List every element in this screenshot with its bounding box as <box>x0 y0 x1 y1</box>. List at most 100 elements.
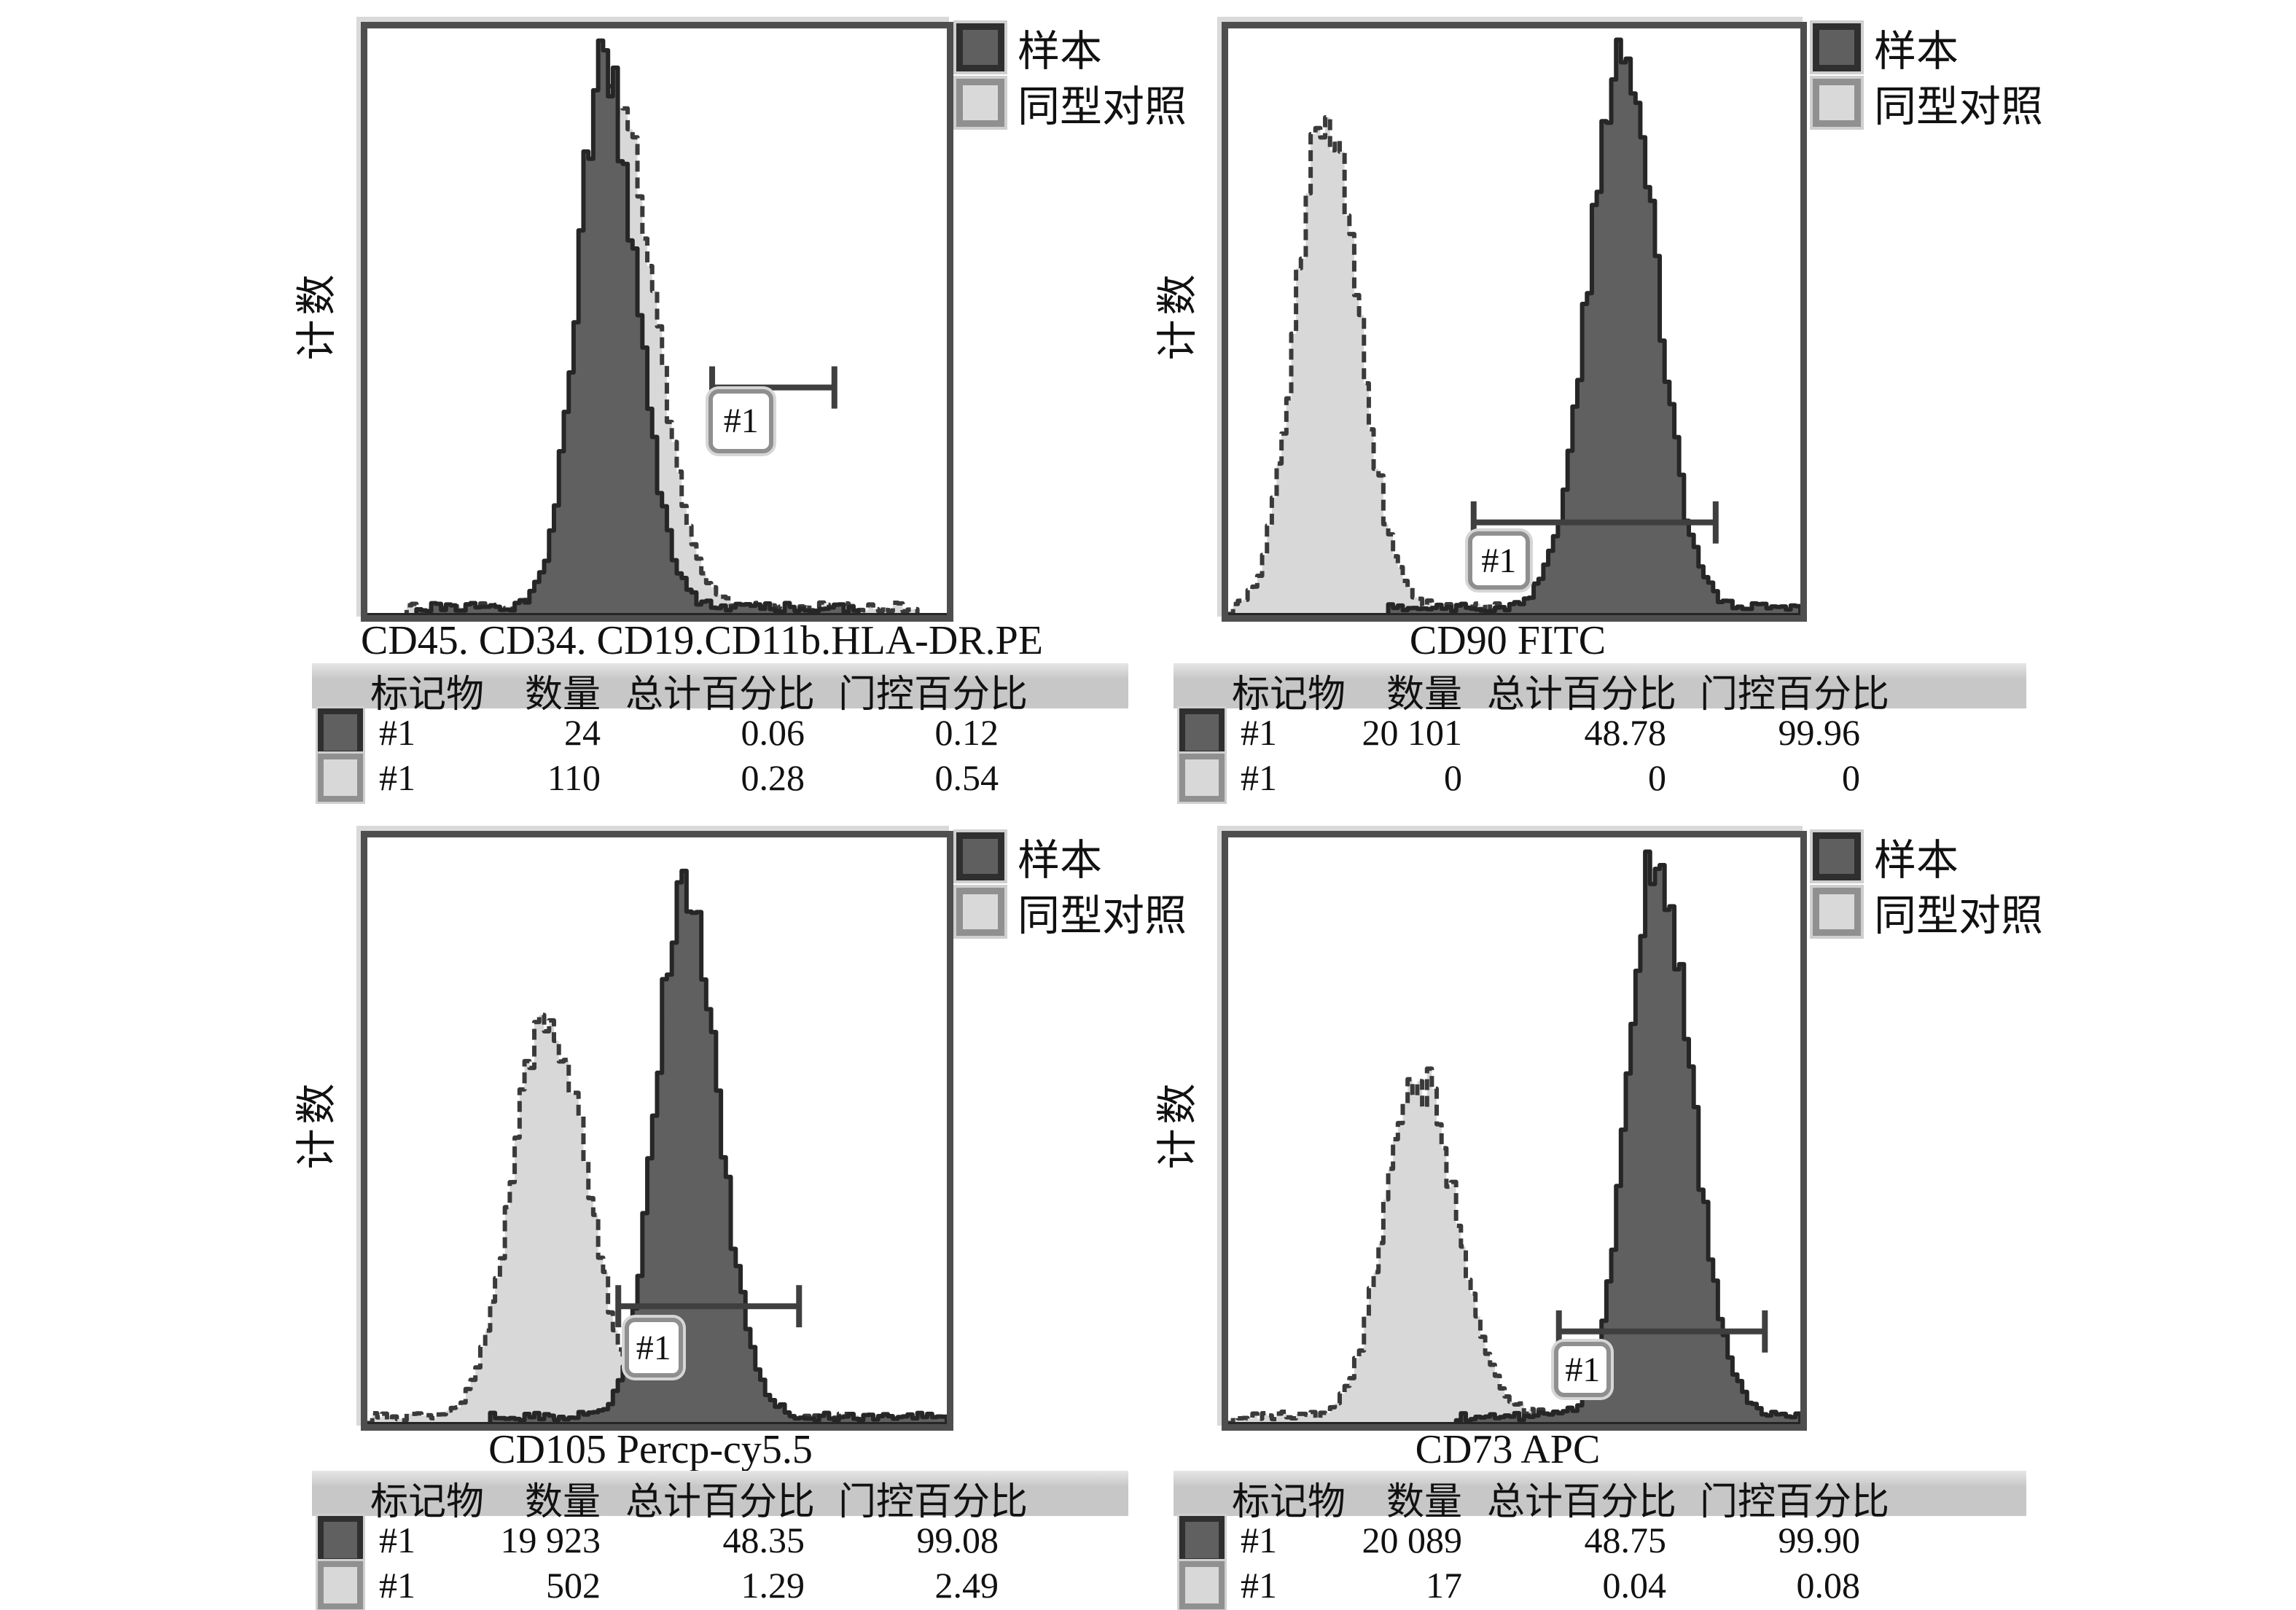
stats-table: 标记物 数量 总计百分比 门控百分比 #1 20 089 48.75 99.90 #1 1… <box>1174 1471 2026 1609</box>
legend: 样本 同型对照 <box>1813 832 2043 943</box>
header-gated-pct: 门控百分比 <box>1699 674 1889 716</box>
legend-item-isotype: 同型对照 <box>1813 888 2043 939</box>
marker-id: #1 <box>379 1520 415 1560</box>
header-count: 数量 <box>524 1482 601 1523</box>
y-axis-label: 计数 <box>1155 1079 1201 1170</box>
header-marker: 标记物 <box>370 1482 485 1523</box>
marker-id: #1 <box>379 757 415 798</box>
sample-histogram <box>367 871 947 1424</box>
legend: 样本 同型对照 <box>956 832 1187 943</box>
header-gated-pct: 门控百分比 <box>837 1482 1028 1523</box>
x-axis-title: CD73 APC <box>1415 1427 1601 1472</box>
header-count: 数量 <box>524 674 601 716</box>
isotype-swatch-icon <box>1179 1561 1225 1609</box>
histogram-svg <box>1228 28 1800 615</box>
header-total-pct: 总计百分比 <box>625 674 815 716</box>
isotype-histogram <box>1228 1068 1800 1424</box>
marker-id: #1 <box>1241 712 1277 753</box>
header-marker: 标记物 <box>1232 674 1346 716</box>
y-axis-label: 计数 <box>294 270 340 361</box>
count-value: 110 <box>547 757 601 798</box>
sample-swatch-icon <box>1179 1516 1225 1564</box>
gated-pct-value: 0.08 <box>1796 1565 1861 1606</box>
marker-id: #1 <box>1241 1565 1277 1606</box>
sample-histogram <box>1228 40 1800 615</box>
total-pct-value: 0.28 <box>741 757 805 798</box>
sample-swatch-icon <box>318 1516 363 1564</box>
marker-id: #1 <box>1241 757 1277 798</box>
header-marker: 标记物 <box>370 674 485 716</box>
legend-isotype-label: 同型对照 <box>1018 83 1187 130</box>
count-value: 502 <box>546 1565 601 1606</box>
count-value: 17 <box>1426 1565 1462 1606</box>
legend-item-sample: 样本 <box>1813 23 2043 75</box>
gated-pct-value: 99.96 <box>1778 712 1861 753</box>
legend: 样本 同型对照 <box>1813 23 2043 134</box>
gated-pct-value: 0.54 <box>934 757 999 798</box>
header-gated-pct: 门控百分比 <box>837 674 1028 716</box>
header-total-pct: 总计百分比 <box>1486 674 1676 716</box>
gated-pct-value: 2.49 <box>934 1565 999 1606</box>
x-axis-title: CD105 Percp-cy5.5 <box>488 1427 813 1472</box>
sample-swatch-icon <box>956 23 1004 71</box>
sample-swatch-icon <box>1179 708 1225 757</box>
gated-pct-value: 99.08 <box>916 1520 999 1560</box>
table-row: #1 502 1.29 2.49 <box>312 1561 1128 1609</box>
isotype-swatch-icon <box>318 754 363 802</box>
isotype-histogram <box>1228 117 1800 615</box>
header-count: 数量 <box>1386 674 1462 716</box>
legend-item-isotype: 同型对照 <box>1813 79 2043 130</box>
legend-isotype-label: 同型对照 <box>1874 83 2044 130</box>
count-value: 20 101 <box>1362 712 1463 753</box>
y-axis: 计数 <box>1145 831 1203 1418</box>
legend-isotype-label: 同型对照 <box>1018 892 1187 939</box>
total-pct-value: 0 <box>1648 757 1666 798</box>
total-pct-value: 48.35 <box>722 1520 805 1560</box>
gate-marker <box>1474 501 1716 544</box>
marker-id: #1 <box>379 1565 415 1606</box>
table-header-row: 标记物 数量 总计百分比 门控百分比 <box>1174 663 2026 716</box>
table-row: #1 24 0.06 0.12 <box>312 708 1128 757</box>
table-row: #1 17 0.04 0.08 <box>1174 1561 2026 1609</box>
stats-table: 标记物 数量 总计百分比 门控百分比 #1 24 0.06 0.12 #1 110 0.28… <box>312 663 1128 802</box>
count-value: 19 923 <box>500 1520 601 1560</box>
stats-table: 标记物 数量 总计百分比 门控百分比 #1 19 923 48.35 99.08 #1 5… <box>312 1471 1128 1609</box>
legend: 样本 同型对照 <box>956 23 1187 134</box>
sample-histogram <box>1228 852 1800 1424</box>
plot-area: #1 <box>361 22 953 622</box>
table-row: #1 19 923 48.35 99.08 <box>312 1516 1128 1564</box>
legend-item-sample: 样本 <box>1813 832 2043 884</box>
gate-label: #1 <box>708 389 774 453</box>
isotype-swatch-icon <box>1179 754 1225 802</box>
histogram-svg <box>367 837 947 1424</box>
total-pct-value: 0.04 <box>1602 1565 1667 1606</box>
legend-sample-label: 样本 <box>1018 837 1103 884</box>
gate-label: #1 <box>1554 1342 1612 1397</box>
total-pct-value: 1.29 <box>741 1565 805 1606</box>
total-pct-value: 48.75 <box>1584 1520 1667 1560</box>
gate-marker <box>1559 1310 1765 1353</box>
table-row: #1 20 101 48.78 99.96 <box>1174 708 2026 757</box>
header-total-pct: 总计百分比 <box>625 1482 815 1523</box>
table-row: #1 0 0 0 <box>1174 754 2026 802</box>
table-header-row: 标记物 数量 总计百分比 门控百分比 <box>312 663 1128 716</box>
legend-item-sample: 样本 <box>956 23 1187 75</box>
header-total-pct: 总计百分比 <box>1486 1482 1676 1523</box>
y-axis: 计数 <box>284 831 343 1418</box>
sample-swatch-icon <box>956 832 1004 880</box>
stats-table: 标记物 数量 总计百分比 门控百分比 #1 20 101 48.78 99.96 #1 0… <box>1174 663 2026 802</box>
total-pct-value: 48.78 <box>1584 712 1667 753</box>
gate-marker <box>712 367 835 409</box>
histogram-svg <box>367 28 947 615</box>
marker-id: #1 <box>1241 1520 1277 1560</box>
gate-marker <box>618 1285 799 1327</box>
plot-area: #1 <box>1222 831 1807 1431</box>
header-marker: 标记物 <box>1232 1482 1346 1523</box>
isotype-swatch-icon <box>1813 888 1861 936</box>
isotype-swatch-icon <box>318 1561 363 1609</box>
sample-swatch-icon <box>1813 832 1861 880</box>
